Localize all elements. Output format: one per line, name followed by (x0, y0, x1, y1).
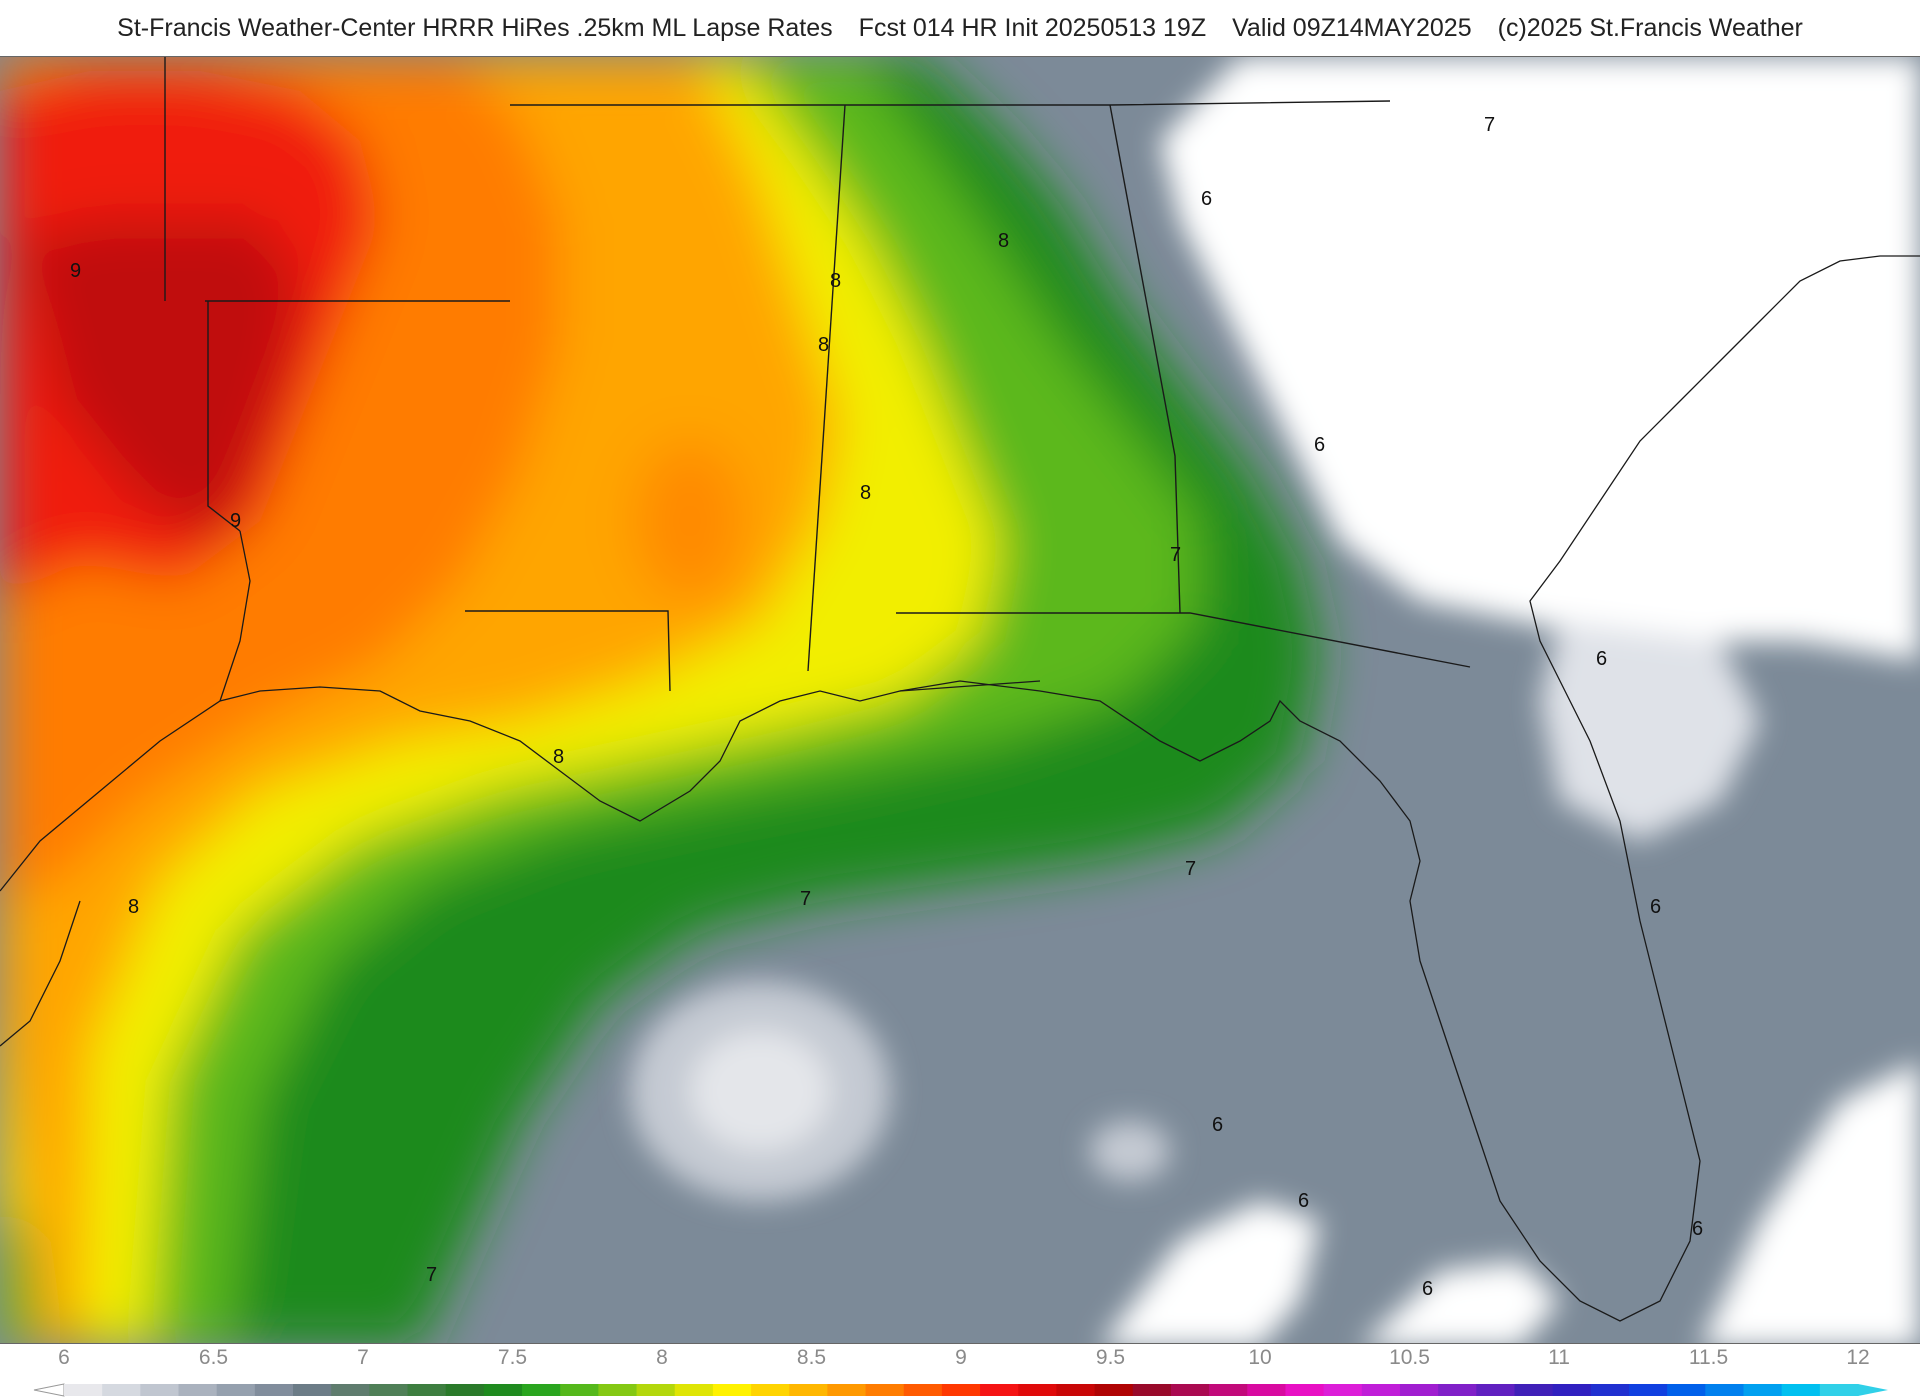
legend-color-swatch (1705, 1384, 1745, 1396)
legend-tick-label: 8 (656, 1346, 668, 1369)
legend-color-swatch (941, 1384, 981, 1396)
legend-tick-label: 12 (1846, 1346, 1869, 1369)
legend-color-swatch (1590, 1384, 1630, 1396)
legend-color-swatch (369, 1384, 409, 1396)
contour-label: 7 (426, 1264, 437, 1286)
legend-color-swatch (1514, 1384, 1554, 1396)
legend-color-swatch (1132, 1384, 1172, 1396)
legend-color-swatch (1399, 1384, 1439, 1396)
contour-label: 8 (860, 482, 871, 504)
legend-color-swatch (1094, 1384, 1134, 1396)
legend-color-swatch (483, 1384, 523, 1396)
legend-color-swatch (331, 1384, 370, 1396)
legend-color-swatch (445, 1384, 485, 1396)
color-legend: 6 6.5 7 7.5 8 8.5 9 9.5 10 10.5 11 11.5 12 (0, 1342, 1920, 1400)
lapse-rate-map: 9 9 8 8 8 8 8 8 7 7 7 7 7 6 6 6 6 6 6 6 … (0, 56, 1920, 1344)
legend-color-swatch (254, 1384, 294, 1396)
legend-color-swatch (827, 1384, 867, 1396)
legend-color-bar (33, 1383, 1888, 1397)
title-product: St-Francis Weather-Center HRRR HiRes .25… (117, 13, 833, 42)
legend-color-swatch (903, 1384, 943, 1396)
state-boundaries (164, 57, 1471, 692)
legend-color-swatch (522, 1384, 561, 1396)
contour-label: 7 (1170, 544, 1181, 566)
legend-color-swatch (1552, 1384, 1592, 1396)
legend-color-swatch (1056, 1384, 1096, 1396)
legend-tick-label: 11.5 (1689, 1346, 1728, 1369)
legend-color-swatch (712, 1384, 752, 1396)
legend-color-swatch (64, 1384, 103, 1396)
legend-color-swatch (1170, 1384, 1210, 1396)
contour-label: 6 (1298, 1190, 1309, 1212)
stable-field (630, 57, 1920, 1343)
title-forecast-hour: Fcst 014 HR Init 20250513 19Z (858, 13, 1207, 42)
legend-color-swatch (293, 1384, 332, 1396)
legend-min-arrow (33, 1383, 65, 1397)
legend-tick-label: 8.5 (797, 1346, 826, 1369)
contour-label: 9 (70, 260, 81, 282)
legend-color-swatch (751, 1384, 790, 1396)
map-title: St-Francis Weather-Center HRRR HiRes .25… (0, 0, 1920, 56)
title-copyright: (c)2025 St.Francis Weather (1497, 13, 1803, 42)
legend-color-swatch (1819, 1384, 1859, 1396)
contour-label: 6 (1692, 1218, 1703, 1240)
legend-tick-label: 11 (1548, 1346, 1570, 1369)
legend-color-swatch (1247, 1384, 1287, 1396)
legend-color-swatch (178, 1384, 218, 1396)
contour-label: 8 (998, 230, 1009, 252)
legend-tick-label: 7 (357, 1346, 369, 1369)
legend-color-swatch (674, 1384, 714, 1396)
lapse-rate-field (0, 57, 1320, 1343)
legend-color-swatch (636, 1384, 676, 1396)
legend-tick-label: 9 (955, 1346, 967, 1369)
legend-tick-label: 6 (58, 1346, 70, 1369)
legend-color-swatch (1667, 1384, 1706, 1396)
legend-color-swatch (407, 1384, 447, 1396)
legend-color-swatch (1361, 1384, 1401, 1396)
legend-color-swatch (1018, 1384, 1058, 1396)
contour-label: 8 (553, 746, 564, 768)
coastline (0, 255, 1920, 1322)
legend-tick-label: 10.5 (1389, 1346, 1430, 1369)
legend-tick-label: 9.5 (1096, 1346, 1125, 1369)
legend-color-swatch (1476, 1384, 1516, 1396)
legend-color-swatch (980, 1384, 1019, 1396)
contour-label: 6 (1314, 434, 1325, 456)
legend-canvas: 6 6.5 7 7.5 8 8.5 9 9.5 10 10.5 11 11.5 12 (33, 1346, 1888, 1397)
legend-tick-labels: 6 6.5 7 7.5 8 8.5 9 9.5 10 10.5 11 11.5 12 (58, 1346, 1870, 1369)
contour-label: 6 (1212, 1114, 1223, 1136)
legend-tick-label: 10 (1248, 1346, 1271, 1369)
legend-color-swatch (1781, 1384, 1821, 1396)
contour-label: 6 (1201, 188, 1212, 210)
legend-color-swatch (1209, 1384, 1248, 1396)
legend-color-swatch (865, 1384, 905, 1396)
legend-max-arrow (1858, 1384, 1888, 1396)
contour-label: 6 (1650, 896, 1661, 918)
legend-color-swatch (560, 1384, 599, 1396)
contour-label: 6 (1596, 648, 1607, 670)
title-valid-time: Valid 09Z14MAY2025 (1232, 13, 1472, 42)
legend-color-swatch (1323, 1384, 1363, 1396)
contour-label: 7 (800, 888, 811, 910)
legend-color-swatch (1628, 1384, 1668, 1396)
legend-color-swatch (102, 1384, 141, 1396)
legend-color-swatch (216, 1384, 256, 1396)
legend-color-swatch (1285, 1384, 1325, 1396)
legend-color-swatch (1438, 1384, 1477, 1396)
contour-label: 7 (1185, 858, 1196, 880)
contour-label: 8 (818, 334, 829, 356)
legend-tick-label: 7.5 (498, 1346, 527, 1369)
legend-color-swatch (598, 1384, 638, 1396)
contour-label: 9 (230, 510, 241, 532)
contour-label: 8 (830, 270, 841, 292)
contour-labels: 9 9 8 8 8 8 8 8 7 7 7 7 7 6 6 6 6 6 6 6 … (70, 114, 1703, 1300)
legend-color-swatch (140, 1384, 180, 1396)
map-canvas: 9 9 8 8 8 8 8 8 7 7 7 7 7 6 6 6 6 6 6 6 … (0, 57, 1920, 1343)
legend-color-swatch (1743, 1384, 1783, 1396)
contour-label: 8 (128, 896, 139, 918)
contour-label: 6 (1422, 1278, 1433, 1300)
contour-label: 7 (1484, 114, 1495, 136)
legend-tick-label: 6.5 (199, 1346, 228, 1369)
legend-color-swatch (789, 1384, 829, 1396)
